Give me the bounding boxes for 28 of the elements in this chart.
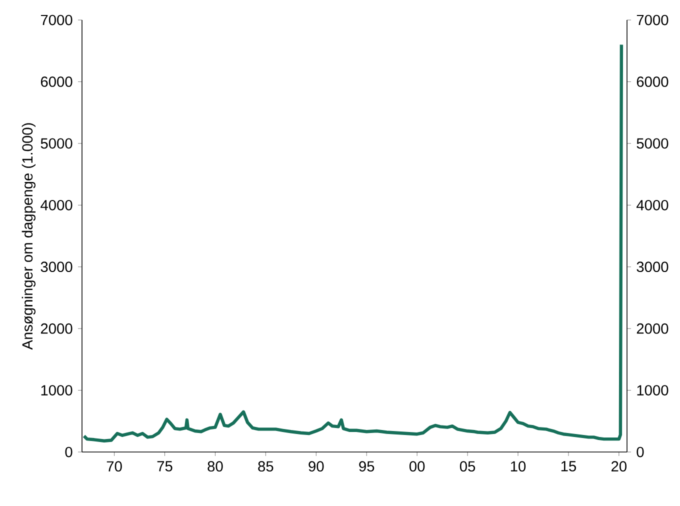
y-tick-label: 3000	[40, 262, 72, 272]
y2-tick-label: 2000	[636, 323, 668, 334]
x-tick-label: 80	[208, 461, 223, 472]
x-tick-label: 15	[561, 461, 576, 472]
x-tick-label: 05	[460, 461, 476, 472]
y-tick-label: 0	[65, 446, 72, 458]
x-tick-label: 00	[409, 461, 425, 472]
x-tick-label: 70	[106, 461, 122, 472]
x-tick-label: 20	[612, 461, 626, 472]
y-tick-label: 1000	[41, 385, 72, 396]
y2-tick-label: 0	[636, 446, 644, 458]
y2-tick-label: 3000	[636, 262, 668, 272]
x-tick-label: 10	[510, 461, 526, 472]
y-axis-title: Ansøgninger om dagpenge (1.000)	[22, 123, 36, 350]
x-tick-label: 85	[258, 461, 274, 472]
y-tick-label: 4000	[40, 200, 72, 210]
y2-tick-label: 7000	[636, 14, 668, 26]
y2-tick-label: 1000	[637, 385, 668, 396]
y-tick-label: 7000	[40, 14, 72, 26]
y2-tick-label: 4000	[636, 200, 668, 210]
y-tick-label: 6000	[40, 76, 72, 87]
x-tick-label: 95	[359, 461, 374, 472]
x-tick-label: 75	[157, 461, 172, 472]
x-tick-label: 90	[308, 461, 324, 472]
y2-tick-label: 6000	[636, 76, 668, 87]
y-tick-label: 5000	[40, 138, 72, 149]
y-tick-label: 2000	[40, 323, 72, 334]
y2-tick-label: 5000	[636, 138, 668, 149]
